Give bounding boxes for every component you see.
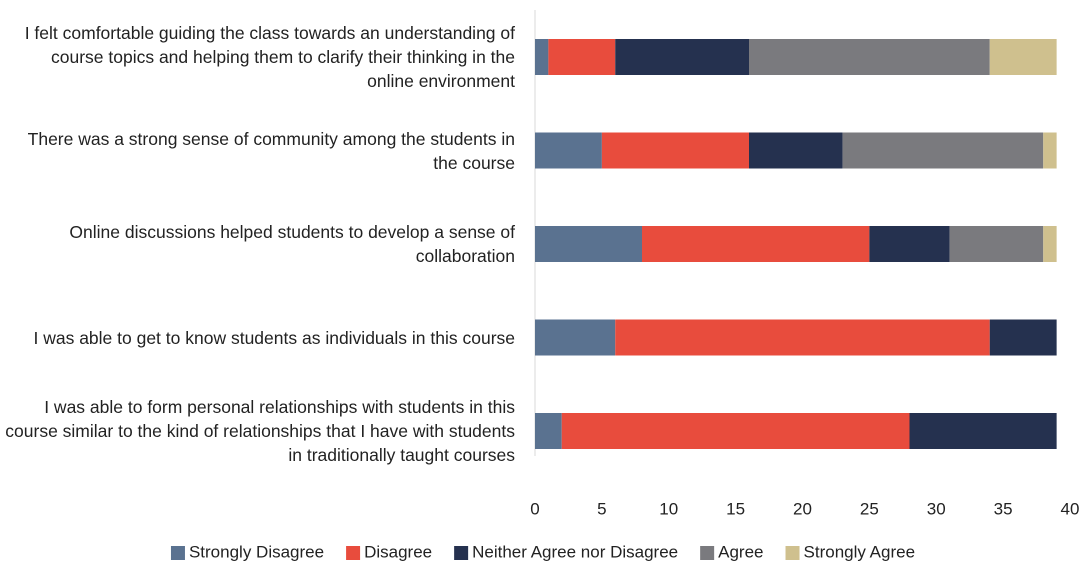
- bar-segment: [842, 132, 1044, 169]
- legend-swatch: [454, 546, 469, 560]
- x-tick-label: 5: [597, 499, 606, 518]
- bar-segment: [869, 226, 950, 262]
- legend-swatch: [346, 546, 361, 560]
- bar-segment: [989, 319, 1057, 356]
- bar-segment: [749, 132, 843, 169]
- bar-segment: [1043, 226, 1057, 262]
- category-label: I felt comfortable guiding the class tow…: [24, 23, 515, 91]
- legend-label: Strongly Disagree: [189, 542, 324, 561]
- bar-segment: [615, 39, 749, 75]
- category-label: I was able to get to know students as in…: [33, 327, 515, 348]
- legend-label: Neither Agree nor Disagree: [472, 542, 678, 561]
- legend-label: Strongly Agree: [804, 542, 916, 561]
- bar-segment: [535, 319, 616, 356]
- bar-segment: [642, 226, 870, 262]
- x-tick-label: 25: [860, 499, 879, 518]
- legend-swatch: [700, 546, 715, 560]
- x-tick-label: 35: [994, 499, 1013, 518]
- bar-segment: [548, 39, 616, 75]
- x-tick-label: 15: [726, 499, 745, 518]
- bar-segment: [535, 39, 549, 75]
- x-tick-label: 10: [659, 499, 678, 518]
- bar-segment: [561, 413, 910, 449]
- x-tick-label: 0: [530, 499, 539, 518]
- category-label: There was a strong sense of community am…: [27, 128, 515, 173]
- bar-segment: [909, 413, 1057, 449]
- legend-label: Agree: [718, 542, 763, 561]
- category-label: I was able to form personal relationship…: [5, 397, 515, 465]
- bar-segment: [989, 39, 1057, 75]
- bar-segment: [749, 39, 990, 75]
- bar-segment: [535, 132, 602, 169]
- x-tick-label: 40: [1061, 499, 1080, 518]
- bar-segment: [949, 226, 1044, 262]
- bar-segment: [1043, 132, 1057, 169]
- legend-swatch: [785, 546, 800, 560]
- bar-segment: [535, 413, 562, 449]
- legend-swatch: [170, 546, 185, 560]
- bar-segment: [601, 132, 749, 169]
- x-tick-label: 20: [793, 499, 812, 518]
- bar-segment: [535, 226, 642, 262]
- legend-label: Disagree: [364, 542, 432, 561]
- bar-segment: [615, 319, 990, 356]
- x-tick-label: 30: [927, 499, 946, 518]
- category-label: Online discussions helped students to de…: [69, 222, 515, 266]
